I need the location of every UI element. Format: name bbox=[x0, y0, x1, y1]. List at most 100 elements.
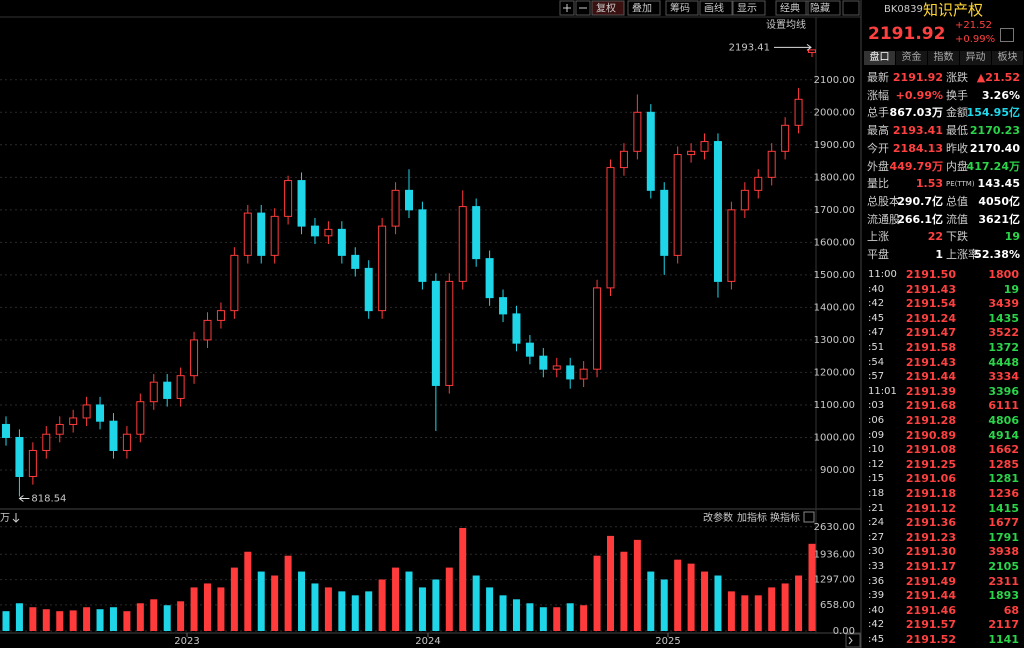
volume-tool[interactable]: 改参数 bbox=[703, 511, 733, 524]
volume-bar bbox=[486, 587, 494, 631]
toolbar-button[interactable] bbox=[805, 0, 841, 16]
trade-volume: 2105 bbox=[988, 560, 1019, 573]
trade-volume: 1800 bbox=[988, 268, 1019, 281]
close-button[interactable] bbox=[803, 511, 815, 523]
stat-value: 52.38% bbox=[974, 248, 1020, 261]
trade-time: :18 bbox=[868, 488, 885, 499]
toolbar-label: 画线 bbox=[704, 2, 724, 15]
toolbar-button[interactable] bbox=[732, 0, 766, 16]
toolbar-button[interactable] bbox=[627, 0, 661, 16]
trade-time: :40 bbox=[868, 604, 885, 616]
toolbar-button[interactable] bbox=[665, 0, 699, 16]
scroll-button[interactable] bbox=[845, 633, 861, 648]
stat-value: 2170.23 bbox=[969, 124, 1020, 138]
volume-tick-label: 0.00 bbox=[833, 626, 855, 637]
candle-body bbox=[149, 381, 158, 403]
volume-bar bbox=[244, 551, 252, 631]
volume-bar bbox=[781, 583, 789, 631]
volume-bar bbox=[392, 567, 400, 631]
toolbar-button[interactable] bbox=[775, 0, 809, 16]
ma-setting[interactable]: 设置均线 bbox=[766, 18, 806, 31]
trade-volume: 6111 bbox=[988, 399, 1019, 413]
trade-volume: 2311 bbox=[988, 574, 1019, 588]
candle-body bbox=[566, 365, 575, 380]
volume-unit: 万 bbox=[0, 513, 10, 524]
candle-body bbox=[579, 368, 588, 380]
volume-bar bbox=[566, 603, 574, 631]
candle-body bbox=[673, 154, 682, 256]
trade-time: :30 bbox=[868, 546, 885, 558]
candle-body bbox=[552, 365, 561, 370]
candle-body bbox=[418, 209, 427, 282]
candle-body bbox=[740, 189, 749, 211]
volume-bar bbox=[808, 543, 816, 631]
volume-tool[interactable]: 加指标 bbox=[737, 511, 767, 524]
icon bbox=[12, 518, 20, 523]
trade-price: 2191.58 bbox=[905, 341, 956, 354]
volume-bar bbox=[445, 567, 453, 631]
toolbar-button[interactable] bbox=[699, 0, 733, 16]
volume-tick-label: 658.00 bbox=[820, 600, 855, 611]
candle-body bbox=[633, 111, 642, 152]
stat-value: ▲21.52 bbox=[976, 71, 1020, 84]
candle-body bbox=[2, 423, 10, 438]
stat-label: 涨跌 bbox=[946, 71, 968, 84]
volume-bar bbox=[163, 605, 171, 631]
trade-price: 2191.08 bbox=[905, 443, 956, 457]
volume-tool[interactable]: 换指标 bbox=[770, 511, 800, 524]
volume-bar bbox=[136, 603, 144, 631]
trade-price: 2191.68 bbox=[905, 399, 956, 413]
volume-bar bbox=[754, 595, 762, 631]
tab[interactable]: 指数 bbox=[928, 51, 959, 65]
volume-bar bbox=[217, 587, 225, 631]
volume-tick-label: 1936.00 bbox=[814, 549, 855, 560]
trade-volume: 19 bbox=[1003, 282, 1019, 296]
stat-label: 最低 bbox=[946, 124, 968, 138]
volume-bar bbox=[69, 610, 77, 631]
volume-bar bbox=[177, 601, 185, 631]
y-tick-label: 1100.00 bbox=[814, 400, 855, 411]
candle-body bbox=[364, 267, 373, 312]
candle-body bbox=[337, 228, 346, 256]
trade-price: 2191.28 bbox=[905, 414, 956, 427]
y-tick-label: 1500.00 bbox=[814, 270, 855, 281]
zoom-out-button[interactable] bbox=[575, 0, 591, 16]
x-tick-label: 2024 bbox=[415, 636, 440, 647]
candle-body bbox=[69, 417, 78, 425]
trade-time: :10 bbox=[868, 444, 885, 456]
stat-value: +0.99% bbox=[895, 88, 943, 102]
tab[interactable]: 盘口 bbox=[864, 51, 895, 65]
add-button[interactable] bbox=[1000, 28, 1014, 42]
trade-price: 2191.46 bbox=[905, 603, 956, 617]
trade-volume: 1415 bbox=[988, 501, 1019, 515]
volume-bar bbox=[580, 605, 588, 631]
tab[interactable]: 资金 bbox=[896, 51, 927, 65]
zoom-in-button[interactable] bbox=[559, 0, 575, 16]
candle-body bbox=[472, 206, 481, 260]
tab[interactable]: 板块 bbox=[992, 51, 1023, 65]
trade-time: :40 bbox=[868, 283, 885, 295]
volume-bar bbox=[190, 587, 198, 631]
stock-code: BK0839 bbox=[884, 4, 923, 15]
stat-value: 2193.41 bbox=[892, 124, 943, 138]
trade-time: :15 bbox=[868, 473, 885, 485]
trade-time: 11:01 bbox=[868, 385, 897, 397]
candle-body bbox=[606, 167, 615, 289]
stat-value: 22 bbox=[927, 230, 943, 244]
stat-value: 290.7亿 bbox=[897, 194, 943, 208]
trade-volume: 1141 bbox=[988, 633, 1019, 646]
volume-bar bbox=[311, 583, 319, 631]
tab[interactable]: 异动 bbox=[960, 51, 991, 65]
toolbar-button[interactable] bbox=[591, 0, 625, 16]
volume-bar bbox=[230, 567, 238, 631]
trade-time: :36 bbox=[868, 575, 885, 587]
stat-label: 今开 bbox=[867, 141, 889, 155]
arrow bbox=[18, 495, 30, 502]
fullscreen-button[interactable] bbox=[842, 0, 860, 16]
stat-value: 154.95亿 bbox=[966, 106, 1020, 120]
trade-volume: 3439 bbox=[988, 297, 1019, 311]
trade-volume: 1236 bbox=[988, 487, 1019, 500]
y-tick-label: 1800.00 bbox=[814, 172, 855, 183]
candle-body bbox=[646, 111, 655, 191]
